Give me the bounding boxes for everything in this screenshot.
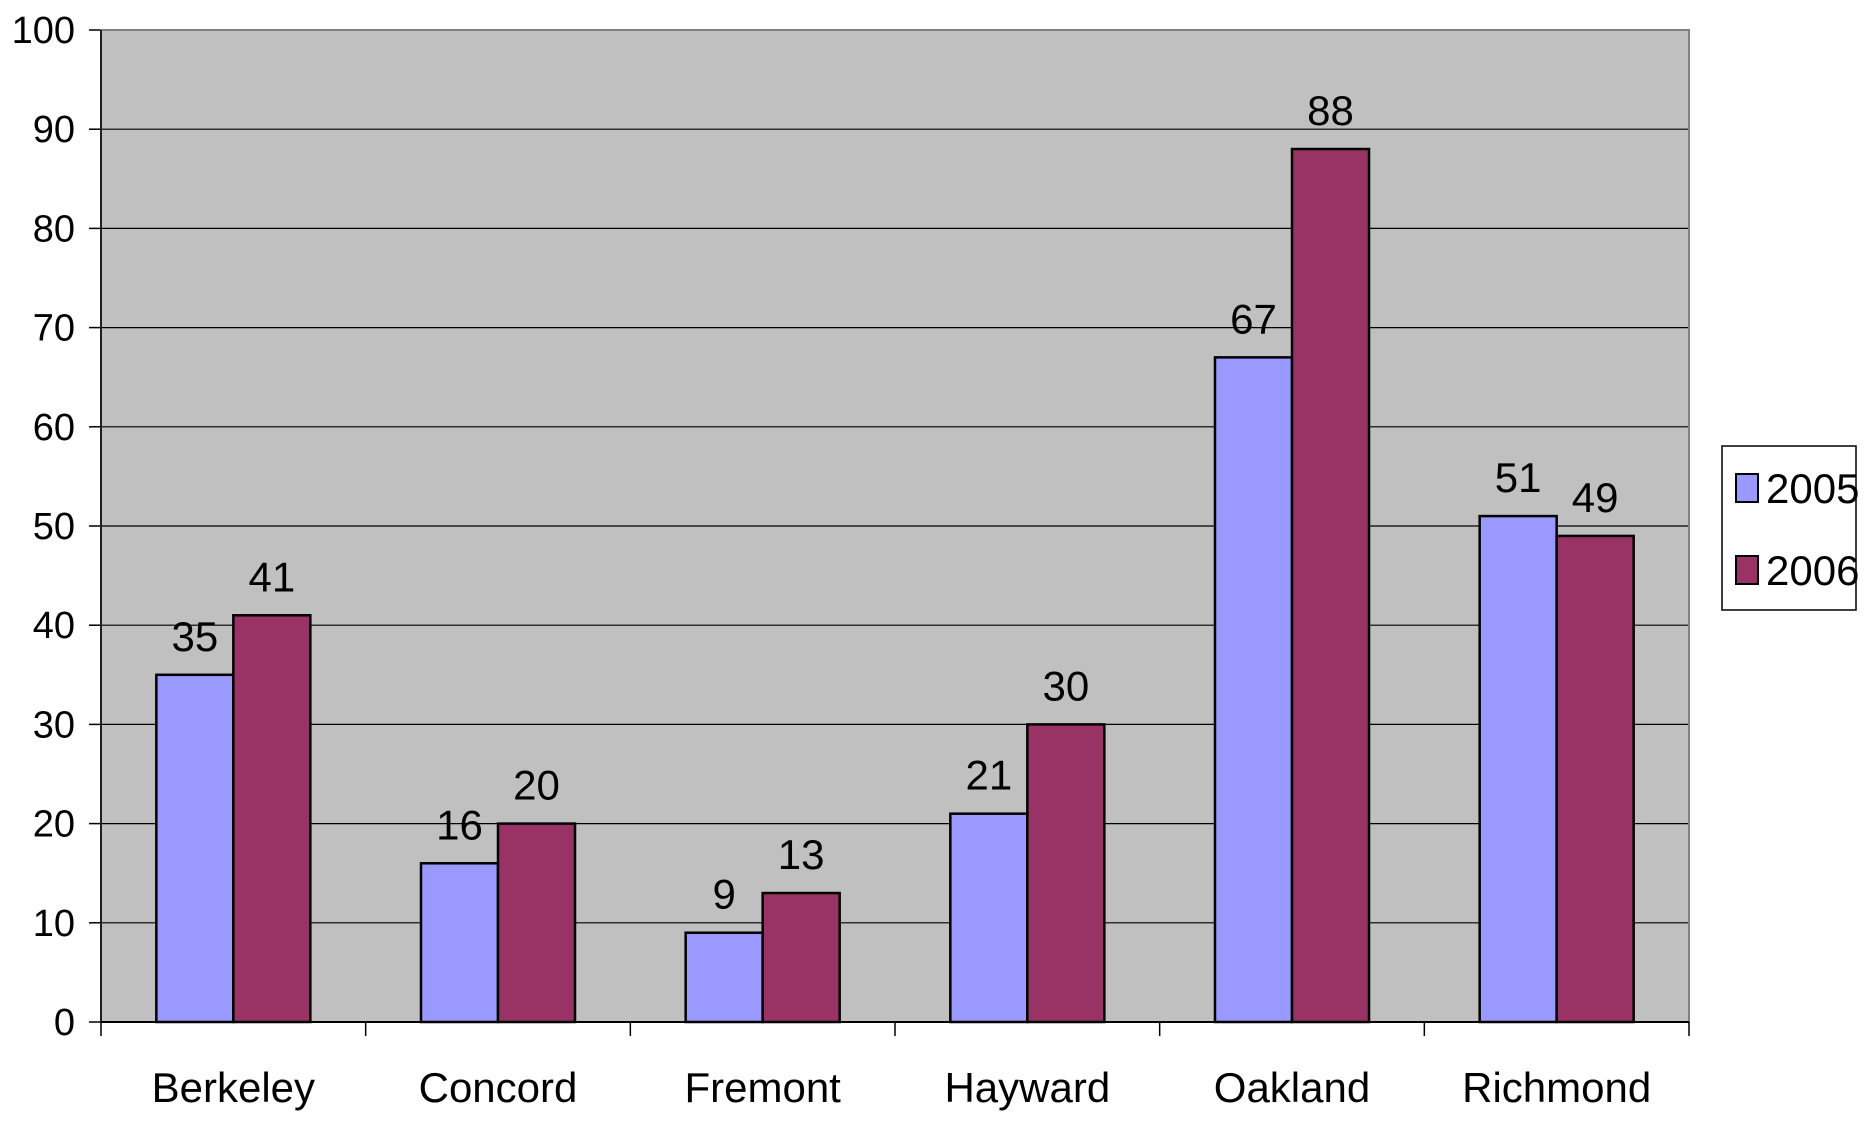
y-tick-label: 30 [33,704,75,746]
legend-swatch-2006 [1735,555,1759,585]
legend-swatch-2005 [1735,473,1759,503]
legend-label: 2005 [1766,465,1859,512]
x-category-label: Hayward [944,1064,1110,1111]
y-tick-label: 70 [33,308,75,350]
legend-label: 2006 [1766,547,1859,594]
bars [155,147,1635,1024]
data-label: 35 [171,613,218,660]
data-labels: 35 41 16 20 9 13 21 30 67 88 51 49 [171,87,1618,918]
data-label: 13 [778,831,825,878]
x-category-label: Concord [419,1064,578,1111]
x-category-label: Fremont [684,1064,841,1111]
data-label: 16 [436,801,483,848]
bar-2005-hayward [949,812,1029,1024]
y-tick-label: 80 [33,208,75,250]
bar-2005-concord [419,862,500,1024]
bar-2006-oakland [1290,147,1371,1024]
bar-2006-fremont [761,891,841,1024]
x-axis-category-labels: Berkeley Concord Fremont Hayward Oakland Rich… [152,1064,1652,1111]
bar-2006-richmond [1555,534,1635,1024]
data-label: 49 [1572,474,1619,521]
data-label: 20 [513,762,560,809]
x-category-label: Oakland [1214,1064,1370,1111]
y-tick-label: 60 [33,407,75,449]
data-label: 88 [1307,87,1354,134]
x-category-label: Richmond [1462,1064,1651,1111]
axes [89,29,1690,1036]
bar-2005-richmond [1478,514,1558,1024]
y-axis-tick-labels: 0 10 20 30 40 50 60 70 80 90 100 [12,10,75,1044]
bar-2006-berkeley [232,614,312,1024]
bar-2005-fremont [684,931,764,1024]
bar-2006-concord [496,822,577,1024]
data-label: 67 [1230,295,1277,342]
x-category-label: Berkeley [152,1064,315,1111]
y-tick-label: 40 [33,605,75,647]
y-tick-label: 100 [12,10,75,52]
y-tick-label: 10 [33,903,75,945]
data-label: 9 [712,871,735,918]
data-label: 21 [965,752,1012,799]
bar-2005-berkeley [155,673,235,1024]
data-label: 30 [1042,662,1089,709]
legend: 2005 2006 [1721,445,1859,611]
y-tick-label: 20 [33,804,75,846]
data-label: 41 [248,553,295,600]
y-tick-label: 50 [33,506,75,548]
bar-2005-oakland [1213,356,1294,1024]
y-tick-label: 90 [33,109,75,151]
data-label: 51 [1495,454,1542,501]
y-tick-label: 0 [54,1002,75,1044]
bar-2006-hayward [1026,723,1106,1024]
